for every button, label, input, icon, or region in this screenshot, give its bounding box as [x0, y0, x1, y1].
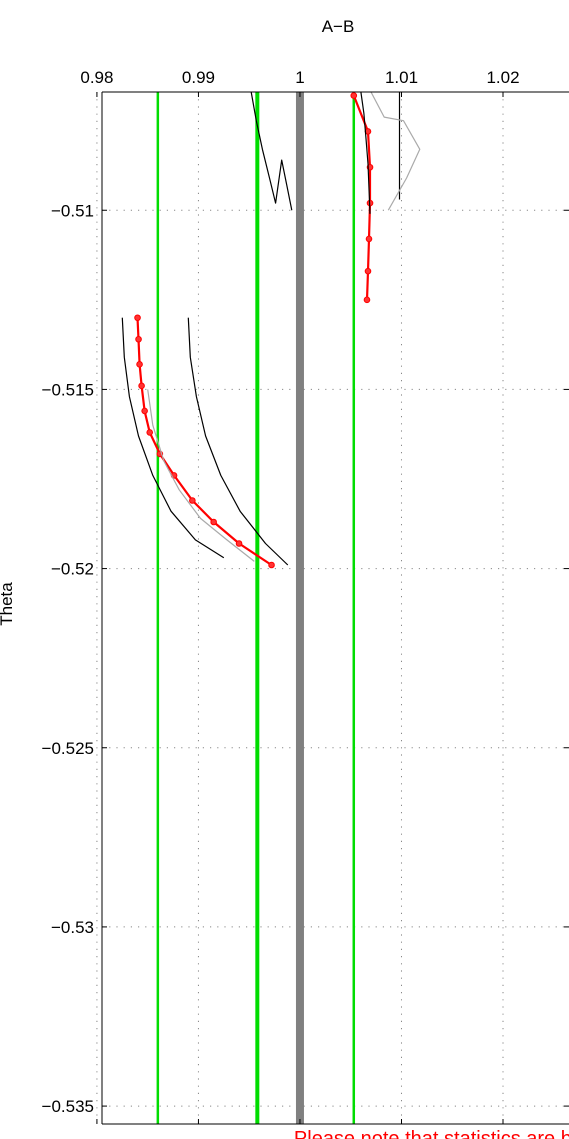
series-1-point-2: [136, 361, 143, 368]
y-tick-label-5: −0.535: [42, 1097, 94, 1116]
series-1-point-10: [235, 540, 243, 547]
y-axis-label: Theta: [0, 582, 16, 626]
series-0-point-5: [364, 267, 372, 275]
x-tick-label-2: 1: [295, 68, 304, 87]
series-1-point-5: [146, 429, 154, 436]
series-2-line: [250, 92, 293, 211]
y-tick-label-4: −0.53: [51, 918, 94, 937]
x-tick-label-4: 1.02: [486, 68, 519, 87]
series-1-point-1: [135, 335, 142, 343]
series-1-point-11: [268, 561, 275, 569]
y-tick-label-0: −0.51: [51, 201, 94, 220]
series-1-line: [136, 317, 273, 566]
series-0-point-6: [363, 296, 371, 304]
y-tick-label-3: −0.525: [42, 739, 94, 758]
axes: 0.98 0.99 1 1.01 1.02 −0.51 −0.515 −0.52 −0.525 −…: [42, 68, 569, 1125]
series-0-point-0: [350, 92, 358, 99]
series-7-line: [370, 92, 421, 211]
grid: [96, 92, 569, 1124]
x-tick-label-3: 1.01: [385, 68, 418, 87]
y-tick-label-2: −0.52: [51, 560, 94, 579]
x-tick-label-0: 0.98: [80, 68, 113, 87]
series-0-point-4: [365, 235, 373, 243]
series-1-point-0: [134, 314, 141, 322]
series-3-line: [360, 92, 371, 214]
x-tick-label-1: 0.99: [182, 68, 215, 87]
series-1-point-8: [189, 497, 196, 504]
series-1-point-3: [138, 382, 145, 390]
series-6-line: [187, 317, 289, 566]
x-axis-label: A−B: [322, 17, 355, 36]
y-tick-label-1: −0.515: [42, 380, 94, 399]
plot-area: [121, 92, 421, 1124]
series-8-line: [147, 389, 255, 562]
series-1-point-4: [141, 407, 148, 415]
series-5-line: [121, 317, 225, 559]
series-1-point-9: [210, 518, 217, 526]
chart-annotation: Please note that statistics are bad: [294, 1128, 569, 1139]
